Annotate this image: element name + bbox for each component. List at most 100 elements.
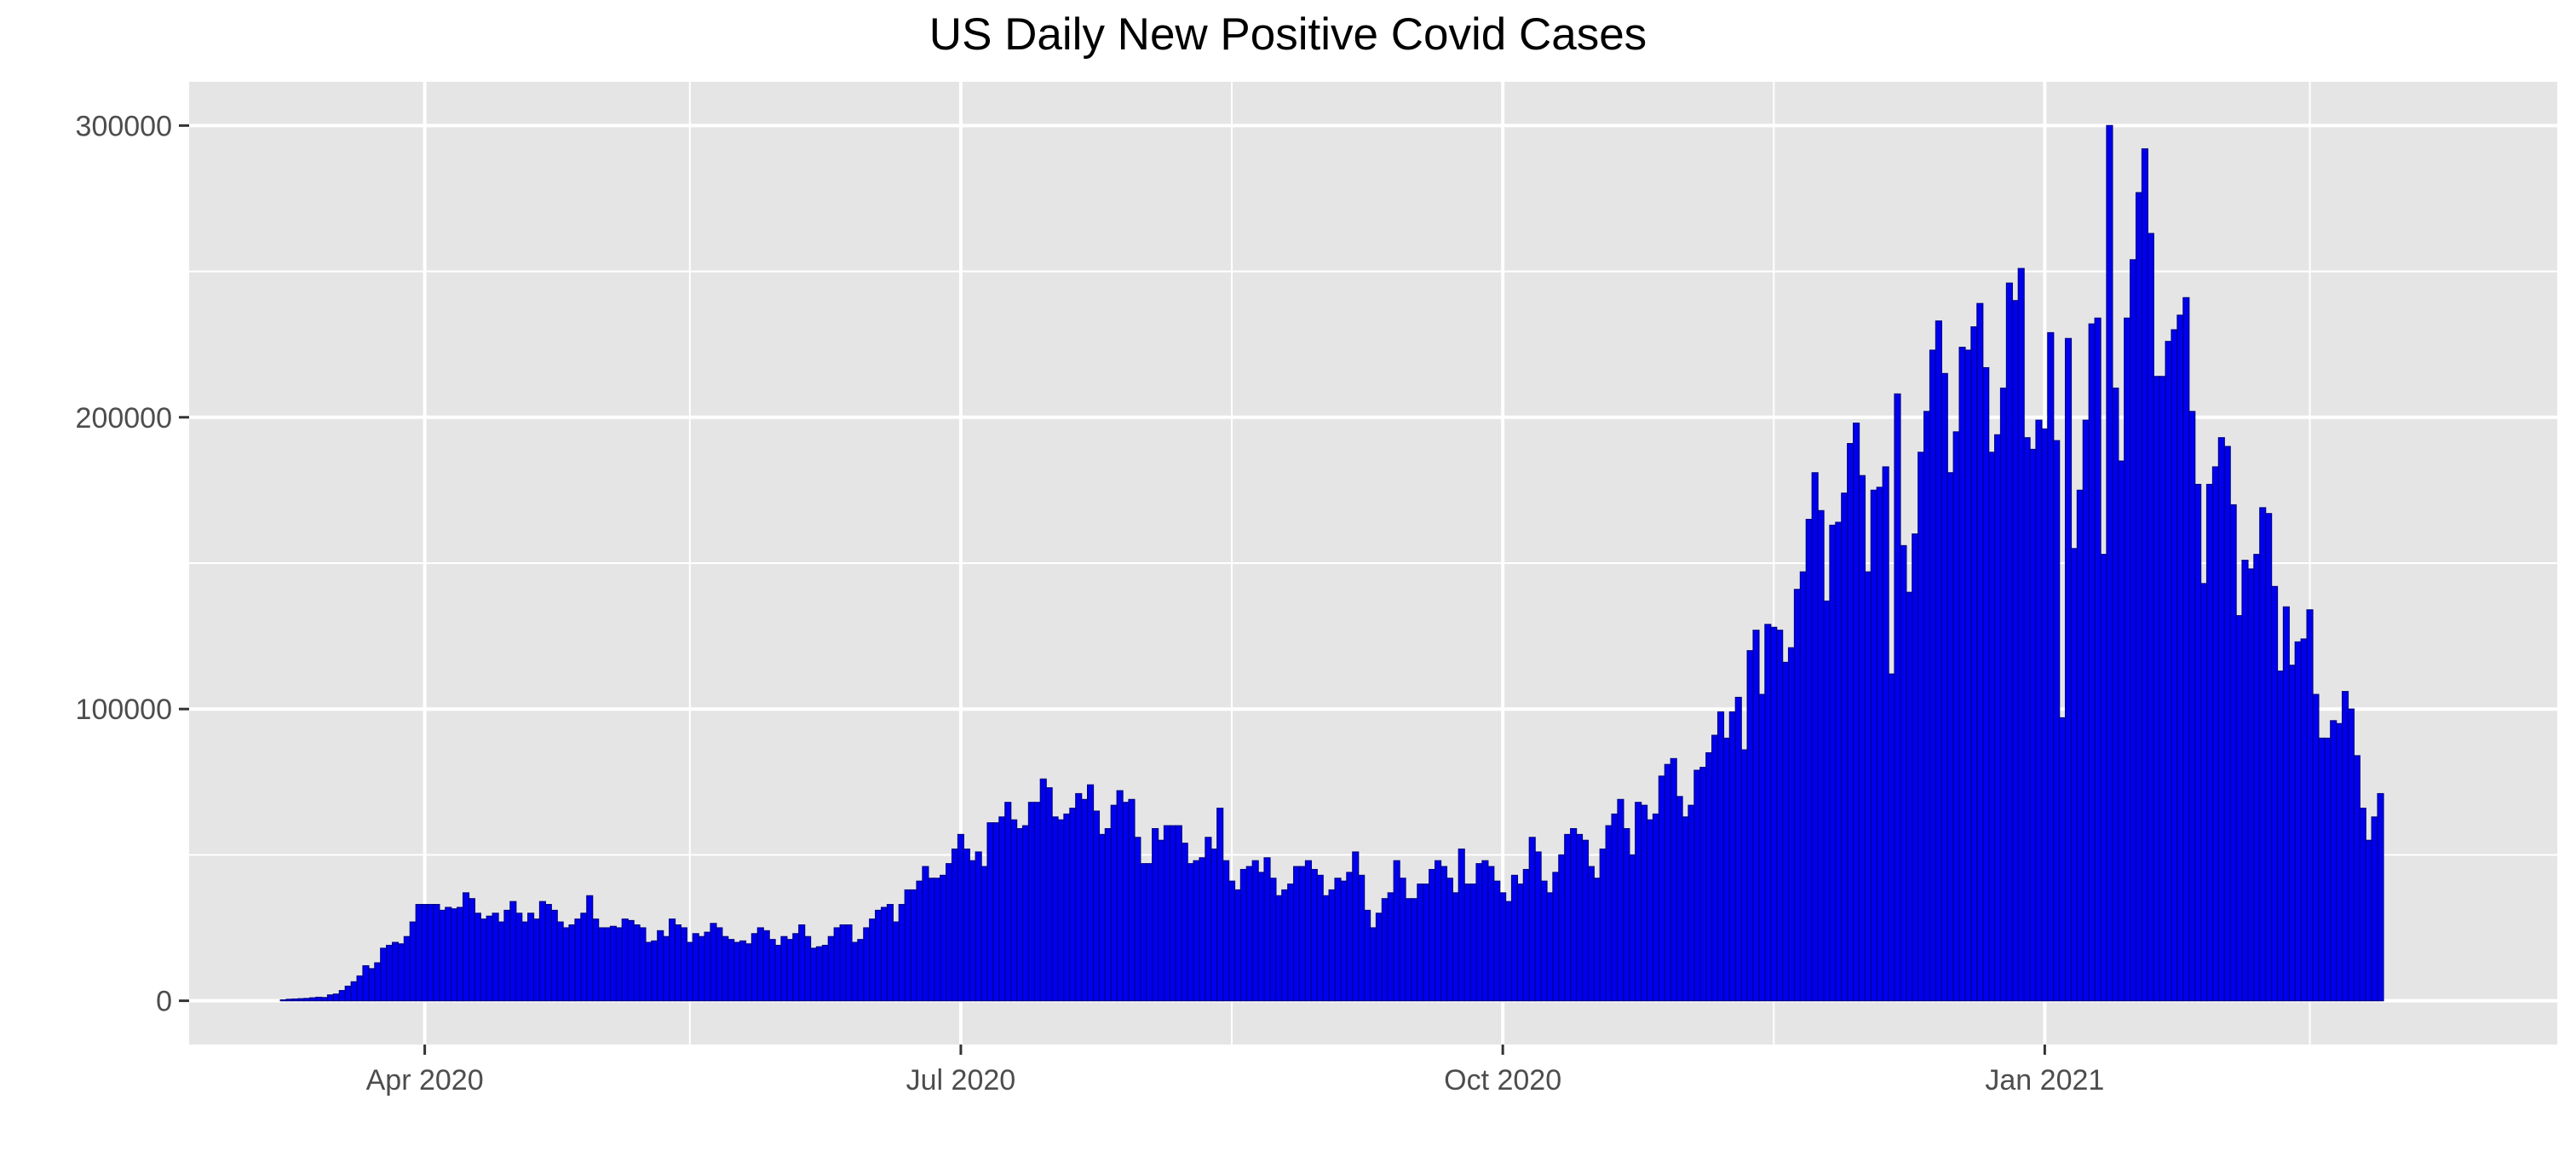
bar: [1487, 866, 1495, 1002]
bar: [2282, 606, 2290, 1002]
bar: [686, 941, 693, 1002]
bar: [332, 993, 340, 1002]
bar: [2324, 737, 2332, 1002]
bar: [1906, 591, 1913, 1002]
bar: [2171, 329, 2178, 1002]
bar: [898, 904, 906, 1002]
bar: [1853, 423, 1860, 1002]
bar: [1935, 320, 1942, 1002]
bar: [1122, 802, 1130, 1002]
bar: [279, 999, 287, 1002]
bar: [1069, 808, 1077, 1002]
bar: [1988, 452, 1996, 1002]
x-tick-label: Jan 2021: [1985, 1064, 2104, 1097]
bar: [1635, 802, 1642, 1002]
bar: [839, 924, 847, 1002]
bar: [532, 918, 541, 1002]
bar: [863, 927, 871, 1002]
bar: [1611, 813, 1619, 1002]
bar: [1528, 837, 1536, 1002]
bar: [480, 918, 487, 1002]
bar: [2147, 233, 2154, 1002]
bar: [1716, 711, 1725, 1002]
bar: [698, 935, 705, 1002]
bar: [2029, 448, 2037, 1002]
bar: [391, 941, 400, 1002]
bar: [1411, 898, 1418, 1002]
bar: [639, 927, 647, 1002]
bar: [2288, 665, 2296, 1002]
bar: [1251, 860, 1259, 1002]
bar: [1758, 694, 1766, 1002]
bar: [1475, 863, 1483, 1002]
y-tick-label: 100000: [76, 694, 172, 726]
bar: [362, 964, 370, 1002]
bar: [2353, 755, 2360, 1002]
bar: [1358, 874, 1366, 1002]
bar: [492, 912, 499, 1002]
bar: [2082, 419, 2090, 1002]
bar: [851, 941, 859, 1002]
bar: [2159, 376, 2166, 1002]
bar: [1929, 349, 1937, 1002]
bar: [1205, 837, 1212, 1002]
bar: [309, 997, 317, 1002]
bar: [2188, 411, 2196, 1002]
bar: [880, 907, 888, 1002]
y-tick-label: 0: [156, 986, 172, 1018]
bar: [580, 912, 588, 1002]
bar: [1181, 843, 1188, 1002]
bar: [774, 944, 782, 1002]
bar: [2235, 615, 2243, 1002]
bar: [716, 927, 723, 1002]
bar: [998, 816, 1006, 1002]
bar: [857, 939, 865, 1002]
bar: [1364, 909, 1371, 1002]
bar: [380, 947, 388, 1002]
bar: [1245, 866, 1253, 1002]
bar: [2124, 317, 2131, 1002]
bar: [1964, 349, 1972, 1002]
bar: [1764, 624, 1772, 1002]
bar: [1805, 519, 1813, 1002]
bar: [1369, 927, 1377, 1002]
bar: [1817, 509, 1825, 1002]
bar: [1688, 804, 1695, 1002]
bar: [403, 935, 411, 1002]
bar: [1057, 819, 1065, 1002]
bar: [515, 912, 523, 1002]
bar: [503, 909, 511, 1002]
bar: [1228, 880, 1236, 1002]
bar: [1393, 860, 1400, 1002]
bar: [1298, 866, 1307, 1002]
bar: [2347, 708, 2355, 1002]
bar: [680, 927, 687, 1002]
bar: [2112, 387, 2119, 1002]
bar: [1782, 661, 1790, 1002]
bar: [704, 931, 711, 1002]
bar: [1858, 475, 1866, 1002]
bar: [609, 925, 617, 1002]
bar: [1693, 769, 1701, 1002]
bar: [586, 895, 594, 1002]
bar: [2153, 376, 2160, 1002]
bar: [710, 923, 717, 1002]
bar: [2312, 694, 2320, 1002]
bar: [486, 915, 493, 1002]
bar: [303, 998, 311, 1002]
bar: [1269, 878, 1277, 1002]
bar: [1381, 898, 1389, 1002]
bar: [1275, 895, 1283, 1002]
bar: [928, 878, 935, 1002]
bar: [992, 822, 1000, 1002]
bar: [326, 994, 335, 1002]
bar: [2035, 419, 2043, 1002]
bar: [916, 880, 923, 1002]
bar: [427, 904, 434, 1002]
bar: [509, 901, 517, 1002]
bar: [1175, 825, 1182, 1002]
bar: [568, 924, 576, 1002]
bar: [374, 962, 382, 1002]
bar: [315, 996, 323, 1002]
